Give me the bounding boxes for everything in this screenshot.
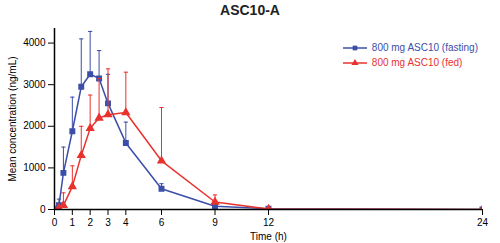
svg-text:2000: 2000	[23, 120, 46, 131]
html-text:ASC10-A: ASC10-A	[220, 2, 280, 18]
svg-text:9: 9	[212, 217, 218, 228]
svg-text:Time (h): Time (h)	[250, 231, 287, 242]
svg-text:1000: 1000	[23, 162, 46, 173]
svg-text:6: 6	[159, 217, 165, 228]
svg-text:4000: 4000	[23, 37, 46, 48]
svg-text:3: 3	[105, 217, 111, 228]
svg-text:24: 24	[477, 217, 489, 228]
svg-text:4: 4	[123, 217, 129, 228]
html-text:800 mg ASC10 (fed): 800 mg ASC10 (fed)	[371, 57, 463, 68]
svg-text:1: 1	[70, 217, 76, 228]
svg-text:0: 0	[52, 217, 58, 228]
svg-text:2: 2	[87, 217, 93, 228]
svg-text:Mean concentration (ng/mL): Mean concentration (ng/mL)	[7, 56, 18, 181]
html-text:800 mg ASC10 (fasting): 800 mg ASC10 (fasting)	[371, 42, 478, 53]
svg-text:0: 0	[40, 204, 46, 215]
svg-text:12: 12	[263, 217, 275, 228]
svg-text:3000: 3000	[23, 79, 46, 90]
